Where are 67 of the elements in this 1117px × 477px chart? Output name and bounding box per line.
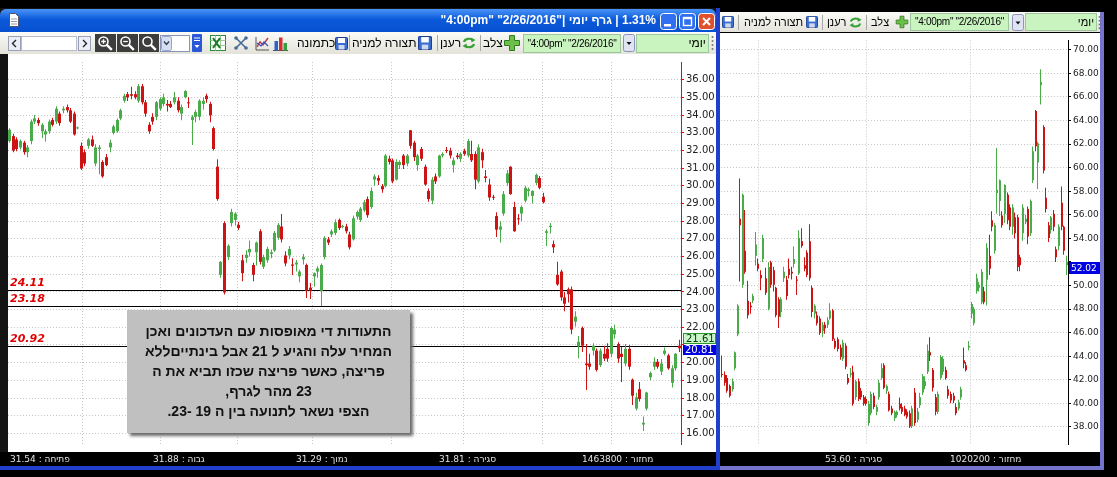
y-tick-label: 70.00 [1073, 44, 1100, 55]
y-tick-label: 23.00 [686, 303, 715, 315]
y-tick-label: 34.00 [686, 108, 715, 120]
text: 53.60 : סגירה [825, 453, 883, 466]
y-tick-label: 24.00 [686, 285, 715, 297]
y-tick-label: 18.00 [686, 391, 715, 403]
y-tick-label: 28.00 [686, 214, 715, 226]
candlestick [187, 97, 190, 108]
y-tick-label: 22.00 [686, 320, 715, 332]
text: 1020200 : מחזור [950, 453, 1022, 466]
y-tick-label: 40.00 [1073, 397, 1100, 408]
text: 31.81 : סגירה [439, 453, 497, 466]
y-tick-label: 25.00 [686, 267, 715, 279]
y-tick-label: 60.00 [1073, 162, 1100, 173]
date-field: "4:00pm" "2/26/2016" [523, 34, 621, 53]
y-tick-label: 36.00 [686, 73, 715, 85]
y-tick-label: 68.00 [1073, 67, 1100, 78]
y-tick-label: 48.00 [1073, 303, 1100, 314]
annotation: התעודות די מאופסות עם העדכונים ואכן המחיר עלה והגיע ל 21 אבל בינתייםללא פריצה, כאשר פריצה שכזו תביא את ה 23 מהר לגרף, הצפי נשאר לתנועה בין ה 19 -23. [127, 310, 410, 433]
y-tick-label: 31.00 [686, 161, 715, 173]
text: רענן [827, 15, 847, 30]
y-tick-label: 50.00 [1073, 279, 1100, 290]
y-tick-label: 26.00 [686, 250, 715, 262]
y-tick-label: 17.00 [686, 409, 715, 421]
y-tick-label: 46.00 [1073, 326, 1100, 337]
y-tick-label: 66.00 [1073, 91, 1100, 102]
candlestick [1040, 69, 1042, 105]
text: 31.29 : נמוך [296, 453, 348, 466]
y-tick-label: 38.00 [1073, 421, 1100, 432]
y-tick-label: 58.00 [1073, 185, 1100, 196]
candlestick [796, 276, 798, 295]
text: 20.81 [683, 344, 716, 355]
date-field: "4:00pm" "2/26/2016" [910, 13, 1009, 31]
text: 52.02 [1069, 262, 1100, 274]
candlestick [739, 178, 741, 282]
y-tick-label: 20.00 [686, 356, 715, 368]
y-tick-label: 16.00 [686, 426, 715, 438]
text: 31.54 : פתיחה [10, 453, 70, 466]
y-tick-label: 54.00 [1073, 232, 1100, 243]
candlestick [98, 145, 101, 175]
ref-line-label: 23.18 [10, 291, 46, 305]
text: צלב [871, 15, 890, 30]
text: תצורה למניה [744, 15, 804, 30]
text: 1463800 : מחזור [582, 453, 654, 466]
dropdown-field: יומי [636, 34, 709, 53]
text: 31.88 : גבוה [153, 453, 205, 466]
text: צלב [483, 35, 503, 51]
candlestick [620, 346, 623, 383]
y-tick-label: 32.00 [686, 144, 715, 156]
y-tick-label: 35.00 [686, 90, 715, 102]
y-tick-label: 29.00 [686, 197, 715, 209]
dropdown-field: יומי [1025, 13, 1097, 31]
text: 21.61 [683, 333, 716, 344]
y-tick-label: 56.00 [1073, 209, 1100, 220]
y-tick-label: 44.00 [1073, 350, 1100, 361]
y-tick-label: 30.00 [686, 179, 715, 191]
text: תצורה למניה [352, 35, 417, 51]
ref-line-label: 24.11 [10, 275, 45, 289]
y-tick-label: 62.00 [1073, 138, 1100, 149]
ref-line-label: 20.92 [10, 331, 46, 345]
y-tick-label: 19.00 [686, 373, 715, 385]
y-tick-label: 64.00 [1073, 114, 1100, 125]
y-tick-label: 27.00 [686, 232, 715, 244]
text: רענן [440, 35, 462, 51]
text: כתמונה [297, 35, 336, 51]
y-tick-label: 33.00 [686, 126, 715, 138]
y-tick-label: 42.00 [1073, 374, 1100, 385]
